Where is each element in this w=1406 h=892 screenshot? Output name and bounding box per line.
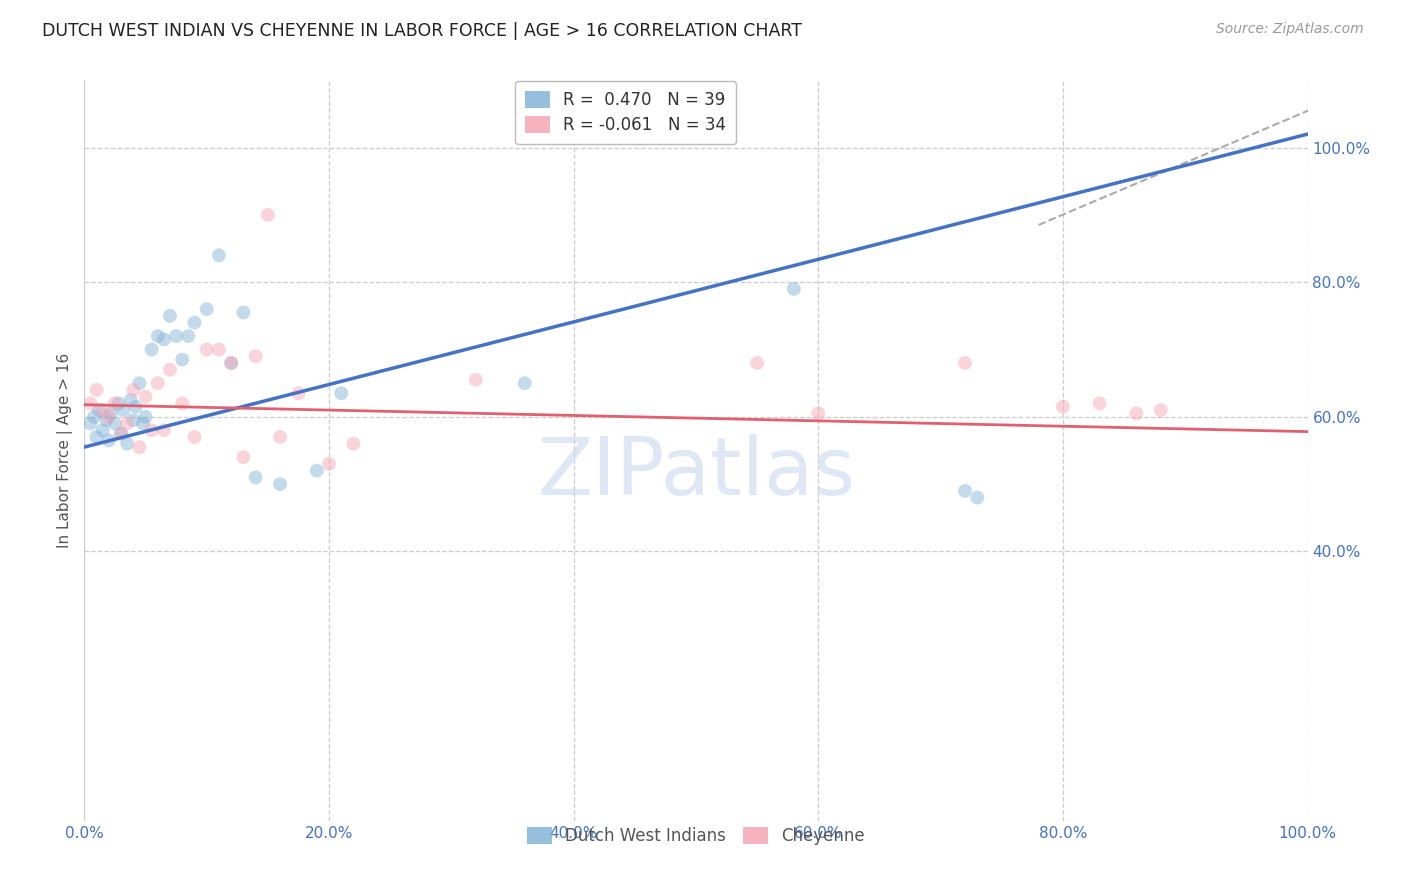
Point: [953, 483, 976, 498]
Point: [318, 457, 340, 471]
Point: [195, 302, 218, 317]
Point: [513, 376, 536, 391]
Point: [112, 403, 135, 417]
Legend: Dutch West Indians, Cheyenne: Dutch West Indians, Cheyenne: [519, 818, 873, 853]
Point: [1125, 407, 1147, 421]
Point: [128, 376, 150, 391]
Point: [97, 409, 120, 424]
Point: [91, 423, 114, 437]
Point: [79, 396, 101, 410]
Point: [287, 386, 309, 401]
Point: [269, 477, 291, 491]
Point: [159, 362, 181, 376]
Point: [135, 390, 157, 404]
Point: [245, 470, 267, 484]
Point: [104, 417, 127, 431]
Point: [141, 343, 163, 357]
Point: [87, 403, 110, 417]
Point: [165, 329, 187, 343]
Point: [219, 356, 242, 370]
Point: [342, 436, 364, 450]
Point: [257, 208, 280, 222]
Point: [953, 356, 976, 370]
Point: [153, 333, 176, 347]
Text: Source: ZipAtlas.com: Source: ZipAtlas.com: [1216, 22, 1364, 37]
Point: [122, 413, 145, 427]
Point: [115, 436, 138, 450]
Point: [132, 417, 155, 431]
Point: [115, 417, 138, 431]
Point: [1052, 400, 1074, 414]
Point: [783, 282, 806, 296]
Point: [159, 309, 181, 323]
Point: [208, 248, 231, 262]
Point: [83, 409, 105, 424]
Point: [245, 349, 267, 363]
Point: [97, 434, 120, 448]
Point: [966, 491, 988, 505]
Point: [747, 356, 769, 370]
Point: [183, 316, 205, 330]
Point: [146, 329, 169, 343]
Point: [330, 386, 353, 401]
Point: [172, 352, 194, 367]
Point: [135, 409, 157, 424]
Point: [128, 440, 150, 454]
Point: [86, 383, 108, 397]
Point: [177, 329, 200, 343]
Point: [1088, 396, 1111, 410]
Point: [122, 383, 145, 397]
Point: [120, 392, 142, 407]
Point: [110, 426, 132, 441]
Point: [141, 423, 163, 437]
Point: [1150, 403, 1173, 417]
Y-axis label: In Labor Force | Age > 16: In Labor Force | Age > 16: [58, 353, 73, 548]
Point: [91, 403, 114, 417]
Point: [807, 407, 830, 421]
Point: [100, 407, 122, 421]
Text: ZIPatlas: ZIPatlas: [537, 434, 855, 512]
Point: [305, 464, 328, 478]
Point: [125, 400, 148, 414]
Point: [86, 430, 108, 444]
Point: [110, 426, 132, 441]
Point: [232, 450, 254, 465]
Point: [146, 376, 169, 391]
Point: [195, 343, 218, 357]
Point: [269, 430, 291, 444]
Point: [219, 356, 242, 370]
Point: [104, 396, 127, 410]
Point: [183, 430, 205, 444]
Point: [153, 423, 176, 437]
Point: [208, 343, 231, 357]
Point: [172, 396, 194, 410]
Text: DUTCH WEST INDIAN VS CHEYENNE IN LABOR FORCE | AGE > 16 CORRELATION CHART: DUTCH WEST INDIAN VS CHEYENNE IN LABOR F…: [42, 22, 803, 40]
Point: [96, 413, 118, 427]
Point: [107, 396, 129, 410]
Point: [464, 373, 486, 387]
Point: [232, 305, 254, 319]
Point: [79, 417, 101, 431]
